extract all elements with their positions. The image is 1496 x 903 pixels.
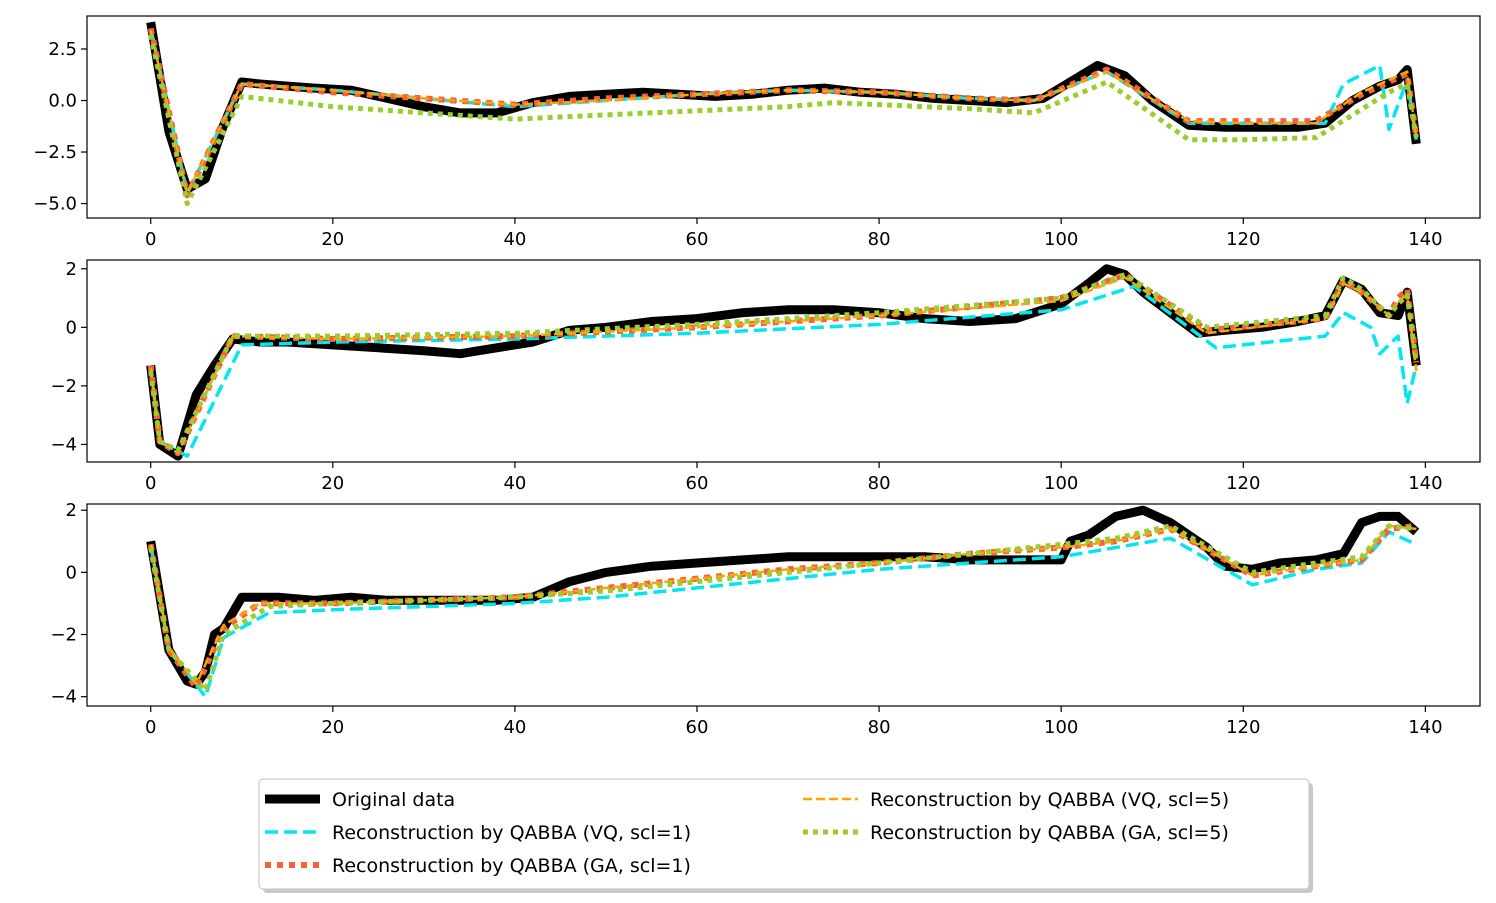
x-tick-label: 120 [1226, 473, 1260, 494]
y-tick-label: 2 [66, 259, 77, 280]
legend: Original data Reconstruction by QABBA (VQ… [258, 778, 1313, 893]
y-tick-label: −2 [50, 625, 77, 646]
x-tick-label: 80 [868, 717, 891, 738]
x-tick-label: 20 [321, 229, 344, 250]
series-line-ga1 [147, 27, 1420, 199]
y-tick-label: −5.0 [33, 194, 77, 215]
y-tick-label: −4 [50, 434, 77, 455]
y-tick-label: −4 [50, 687, 77, 708]
y-tick-label: −2.5 [33, 142, 77, 163]
series-line-ga5 [148, 34, 1419, 207]
y-tick-label: 0.0 [48, 91, 77, 112]
legend-label-original: Original data [332, 789, 455, 811]
legend-label-vq5: Reconstruction by QABBA (VQ, scl=5) [870, 789, 1229, 811]
x-tick-label: 80 [868, 473, 891, 494]
legend-box [258, 778, 1310, 890]
x-tick-label: 20 [321, 473, 344, 494]
series-line-vq1 [148, 284, 1419, 458]
series-line-ga1 [147, 522, 1417, 691]
series-line-vq1 [148, 530, 1418, 699]
x-tick-label: 40 [503, 473, 526, 494]
y-tick-label: −2 [50, 376, 77, 397]
x-tick-label: 140 [1408, 473, 1442, 494]
legend-label-vq1: Reconstruction by QABBA (VQ, scl=1) [332, 822, 691, 844]
x-tick-label: 0 [145, 229, 156, 250]
panel-frame [86, 503, 1481, 707]
series-line-ga5 [148, 523, 1417, 693]
x-tick-label: 60 [686, 473, 709, 494]
legend-label-ga5: Reconstruction by QABBA (GA, scl=5) [870, 822, 1229, 844]
series-line-original [146, 264, 1421, 461]
panel-3-series [146, 505, 1420, 699]
series-line-vq5 [149, 30, 1418, 195]
x-tick-label: 0 [145, 717, 156, 738]
x-tick-label: 60 [686, 229, 709, 250]
x-tick-label: 140 [1408, 717, 1442, 738]
x-tick-label: 0 [145, 473, 156, 494]
x-tick-label: 100 [1044, 717, 1078, 738]
x-tick-label: 120 [1226, 229, 1260, 250]
y-tick-label: 2.5 [48, 39, 77, 60]
y-tick-label: 0 [66, 317, 77, 338]
x-tick-label: 80 [868, 229, 891, 250]
panel-frame [86, 259, 1481, 463]
x-tick-label: 120 [1226, 717, 1260, 738]
panel-2-series [146, 264, 1421, 461]
y-tick-label: 2 [66, 500, 77, 521]
series-line-vq1 [148, 28, 1419, 196]
panel-frame [86, 15, 1481, 219]
x-tick-label: 40 [503, 229, 526, 250]
panel-1-series [146, 21, 1421, 207]
series-line-ga5 [148, 272, 1419, 453]
series-line-ga1 [147, 271, 1420, 457]
x-tick-label: 40 [503, 717, 526, 738]
legend-label-ga1: Reconstruction by QABBA (GA, scl=1) [332, 855, 691, 877]
series-line-original [146, 505, 1420, 689]
x-tick-label: 60 [686, 717, 709, 738]
x-tick-label: 140 [1408, 229, 1442, 250]
x-tick-label: 100 [1044, 473, 1078, 494]
series-line-vq5 [149, 276, 1418, 455]
x-tick-label: 20 [321, 717, 344, 738]
series-line-vq5 [149, 524, 1417, 686]
panel-1: 0 20 40 60 80 100 120 140 2.5 0.0 −2.5 −5.0 [33, 15, 1481, 250]
y-tick-label: 0 [66, 562, 77, 583]
x-tick-label: 100 [1044, 229, 1078, 250]
